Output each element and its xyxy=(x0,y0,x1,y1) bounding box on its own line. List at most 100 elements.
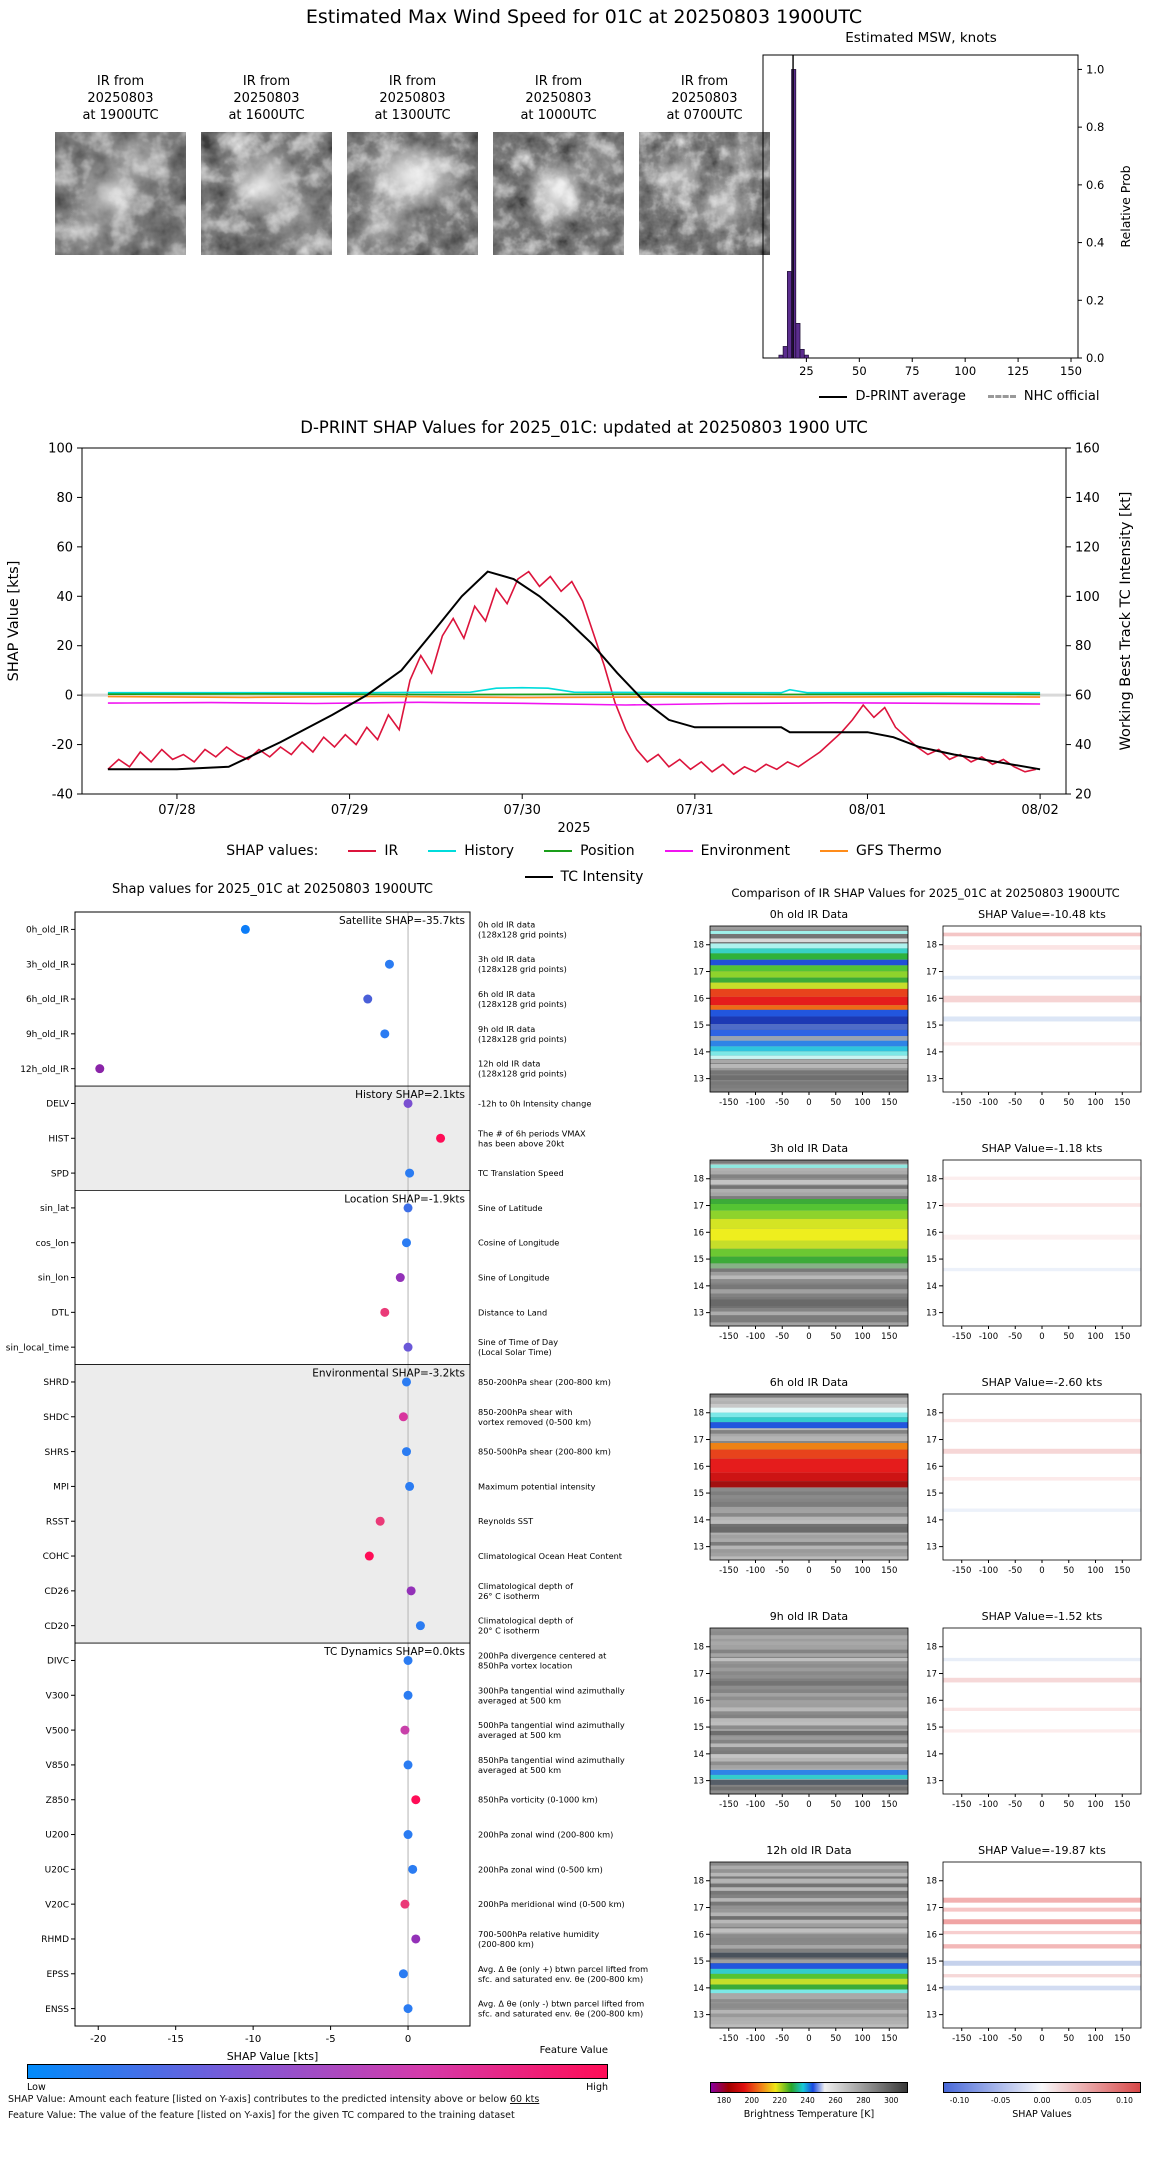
feature-annotation: 200hPa zonal wind (0-500 km) xyxy=(478,1864,603,1874)
ir-thumbnail-label: IR from 20250803 at 1300UTC xyxy=(374,74,450,125)
tick-label: 50 xyxy=(830,1800,841,1810)
tick-label: 60 xyxy=(1075,689,1092,704)
legend-item: TC Intensity xyxy=(524,869,643,885)
ir-thumbnail-label-line: IR from xyxy=(534,74,583,89)
tick-label: 150 xyxy=(1114,1332,1130,1342)
tick-label: -100 xyxy=(746,1800,765,1810)
tick-label: 16 xyxy=(693,994,704,1004)
ylabel-right: Working Best Track TC Intensity [kt] xyxy=(1118,492,1134,751)
feature-label: sin_lon xyxy=(38,1274,69,1284)
ir-panel-title: 12h old IR Data xyxy=(766,1844,851,1857)
tick-label: 150 xyxy=(881,1332,897,1342)
tick-label: 100 xyxy=(1087,2034,1103,2044)
legend-label: Environment xyxy=(700,843,790,859)
feature-label: HIST xyxy=(48,1134,69,1144)
tick-label: 0 xyxy=(1039,1332,1044,1342)
colorbar-tick: 240 xyxy=(800,2096,815,2105)
shap-dot xyxy=(398,1969,408,1979)
tick-label: 16 xyxy=(926,1696,937,1706)
series-environment xyxy=(107,701,1041,706)
histogram-bar xyxy=(799,348,805,359)
tick-label: 13 xyxy=(693,1309,704,1319)
ir-cloud-highlight xyxy=(55,131,186,255)
tick-label: 18 xyxy=(693,1175,704,1185)
shap-dot xyxy=(403,1098,413,1108)
tick-label: 14 xyxy=(693,1984,704,1994)
histogram-bar xyxy=(782,346,788,359)
shap-dot xyxy=(363,994,373,1004)
brightness-temp-colorbar-label: Brightness Temperature [K] xyxy=(743,2109,875,2120)
footnote-underlined-threshold: 60 kts xyxy=(509,2094,540,2105)
shap-dot xyxy=(401,1447,411,1457)
legend-item: Position xyxy=(544,843,635,859)
ir-heatmap xyxy=(710,1394,908,1561)
feature-annotation: Avg. Δ θe (only +) btwn parcel lifted fr… xyxy=(478,1964,648,1984)
shap-dot xyxy=(415,1621,425,1631)
legend-label: IR xyxy=(384,843,399,859)
feature-annotation: 700-500hPa relative humidity (200-800 km) xyxy=(478,1929,599,1949)
feature-value-colorbar xyxy=(27,2064,608,2079)
feature-annotation: Climatological depth of 26° C isotherm xyxy=(478,1581,574,1601)
series-tc-intensity xyxy=(107,570,1041,771)
ir-satellite-image xyxy=(493,131,624,255)
tick-label: 14 xyxy=(693,1282,704,1292)
tick-label: -50 xyxy=(775,1098,789,1108)
section-label: Environmental SHAP=-3.2kts xyxy=(312,1368,465,1380)
histogram-bar xyxy=(803,354,809,359)
tick-label: 07/30 xyxy=(503,803,540,818)
tick-label: 0.8 xyxy=(1086,120,1104,134)
tick-label: -100 xyxy=(746,1098,765,1108)
tick-label: 13 xyxy=(693,1543,704,1553)
tick-label: 150 xyxy=(1114,1800,1130,1810)
shap-panel-title: SHAP Value=-2.60 kts xyxy=(982,1376,1103,1389)
dotplot-xlabel: SHAP Value [kts] xyxy=(227,2050,319,2063)
tick-label: 14 xyxy=(693,1750,704,1760)
dotplot-title: Shap values for 2025_01C at 20250803 190… xyxy=(112,882,433,897)
shap-heatmap xyxy=(943,1628,1141,1794)
tick-label: 0 xyxy=(1039,2034,1044,2044)
tick-label: 17 xyxy=(693,968,704,978)
shap-dot xyxy=(403,1830,413,1840)
shap-dot xyxy=(405,1481,415,1491)
tick-label: -10 xyxy=(245,2034,261,2045)
shap-dot xyxy=(240,924,250,934)
tick-label: 50 xyxy=(1063,1332,1074,1342)
ir-thumbnail: IR from 20250803 at 1900UTC xyxy=(55,74,186,255)
feature-annotation: 0h old IR data (128x128 grid points) xyxy=(478,919,567,939)
tick-label: 0 xyxy=(806,2034,811,2044)
tick-label: 13 xyxy=(693,2011,704,2021)
ir-thumbnail: IR from 20250803 at 1000UTC xyxy=(493,74,624,255)
feature-annotation: The # of 6h periods VMAX has been above 2… xyxy=(477,1128,586,1148)
legend-swatch-icon xyxy=(819,850,848,852)
series-history xyxy=(107,686,1041,694)
tick-label: 15 xyxy=(693,1489,704,1499)
tick-label: 17 xyxy=(693,1202,704,1212)
colorbar-tick: 200 xyxy=(744,2096,759,2105)
tick-label: 100 xyxy=(1087,1566,1103,1576)
tick-label: 13 xyxy=(926,2011,937,2021)
shap-dot xyxy=(403,1342,413,1352)
legend-item: GFS Thermo xyxy=(819,843,942,859)
colorbar-tick: -0.10 xyxy=(949,2096,970,2105)
feature-annotation: Maximum potential intensity xyxy=(478,1481,596,1491)
feature-annotation: 850-500hPa shear (200-800 km) xyxy=(478,1447,611,1457)
tick-label: 40 xyxy=(1075,738,1092,753)
feature-label: SPD xyxy=(51,1169,69,1179)
ir-comparison-panel: Comparison of IR SHAP Values for 2025_01… xyxy=(640,882,1168,2142)
feature-label: SHRS xyxy=(45,1448,70,1458)
tick-label: -100 xyxy=(746,2034,765,2044)
tick-label: 160 xyxy=(1075,442,1100,457)
ir-thumbnail-label: IR from 20250803 at 1900UTC xyxy=(82,74,158,125)
tick-label: -150 xyxy=(719,1800,738,1810)
feature-annotation: Distance to Land xyxy=(478,1307,547,1317)
tick-label: 50 xyxy=(830,2034,841,2044)
colorbar-tick: -0.05 xyxy=(991,2096,1011,2105)
timeseries-legend-row1: SHAP values: IR History Position Environment… xyxy=(0,838,1168,864)
feature-label: 3h_old_IR xyxy=(26,960,69,970)
tick-label: 0.2 xyxy=(1086,293,1104,307)
section-label: Location SHAP=-1.9kts xyxy=(344,1194,465,1206)
tick-label: 100 xyxy=(1087,1098,1103,1108)
tick-label: 14 xyxy=(926,1516,937,1526)
ir-cloud-highlight xyxy=(201,131,332,255)
ir-thumbnail-label-line: at 1600UTC xyxy=(228,107,305,123)
